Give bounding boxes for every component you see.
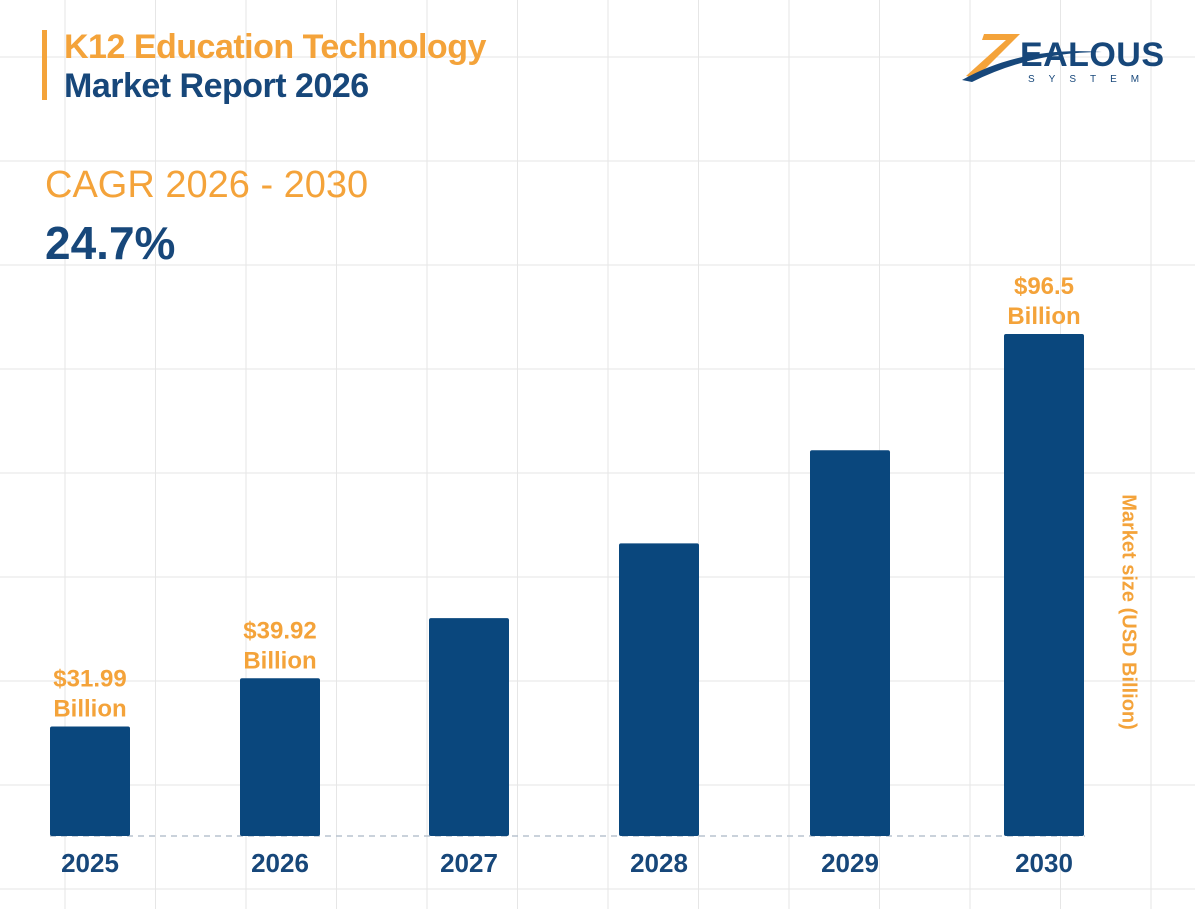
cagr-value: 24.7% xyxy=(45,217,176,269)
logo-subtext: SYSTEM xyxy=(1028,74,1153,85)
logo-text: EALOUS xyxy=(1020,36,1164,74)
logo-swoosh xyxy=(962,51,1102,82)
x-tick-label: 2030 xyxy=(1015,848,1073,878)
title-line-1: K12 Education Technology xyxy=(64,28,486,66)
zealous-logo: EALOUS SYSTEM xyxy=(962,34,1164,85)
title-line-2: Market Report 2026 xyxy=(64,67,369,105)
title-accent-bar xyxy=(42,30,47,100)
bar-2030 xyxy=(1004,334,1084,836)
bar-2026 xyxy=(240,678,320,836)
cagr-label: CAGR 2026 - 2030 xyxy=(45,164,369,206)
x-tick-label: 2025 xyxy=(61,848,119,878)
logo-z-mark xyxy=(966,34,1020,78)
data-label: Billion xyxy=(243,647,316,674)
bar-2028 xyxy=(619,543,699,836)
x-tick-label: 2029 xyxy=(821,848,879,878)
x-tick-label: 2026 xyxy=(251,848,309,878)
data-label: $96.5 xyxy=(1014,273,1074,300)
bar-2029 xyxy=(810,450,890,836)
y-axis-label: Market size (USD Billion) xyxy=(1117,494,1140,730)
bar-2025 xyxy=(50,726,130,836)
data-label: Billion xyxy=(1007,303,1080,330)
x-tick-label: 2027 xyxy=(440,848,498,878)
bar-2027 xyxy=(429,618,509,836)
x-tick-label: 2028 xyxy=(630,848,688,878)
data-label: $31.99 xyxy=(53,666,126,693)
data-label: $39.92 xyxy=(243,617,316,644)
data-label: Billion xyxy=(53,696,126,723)
